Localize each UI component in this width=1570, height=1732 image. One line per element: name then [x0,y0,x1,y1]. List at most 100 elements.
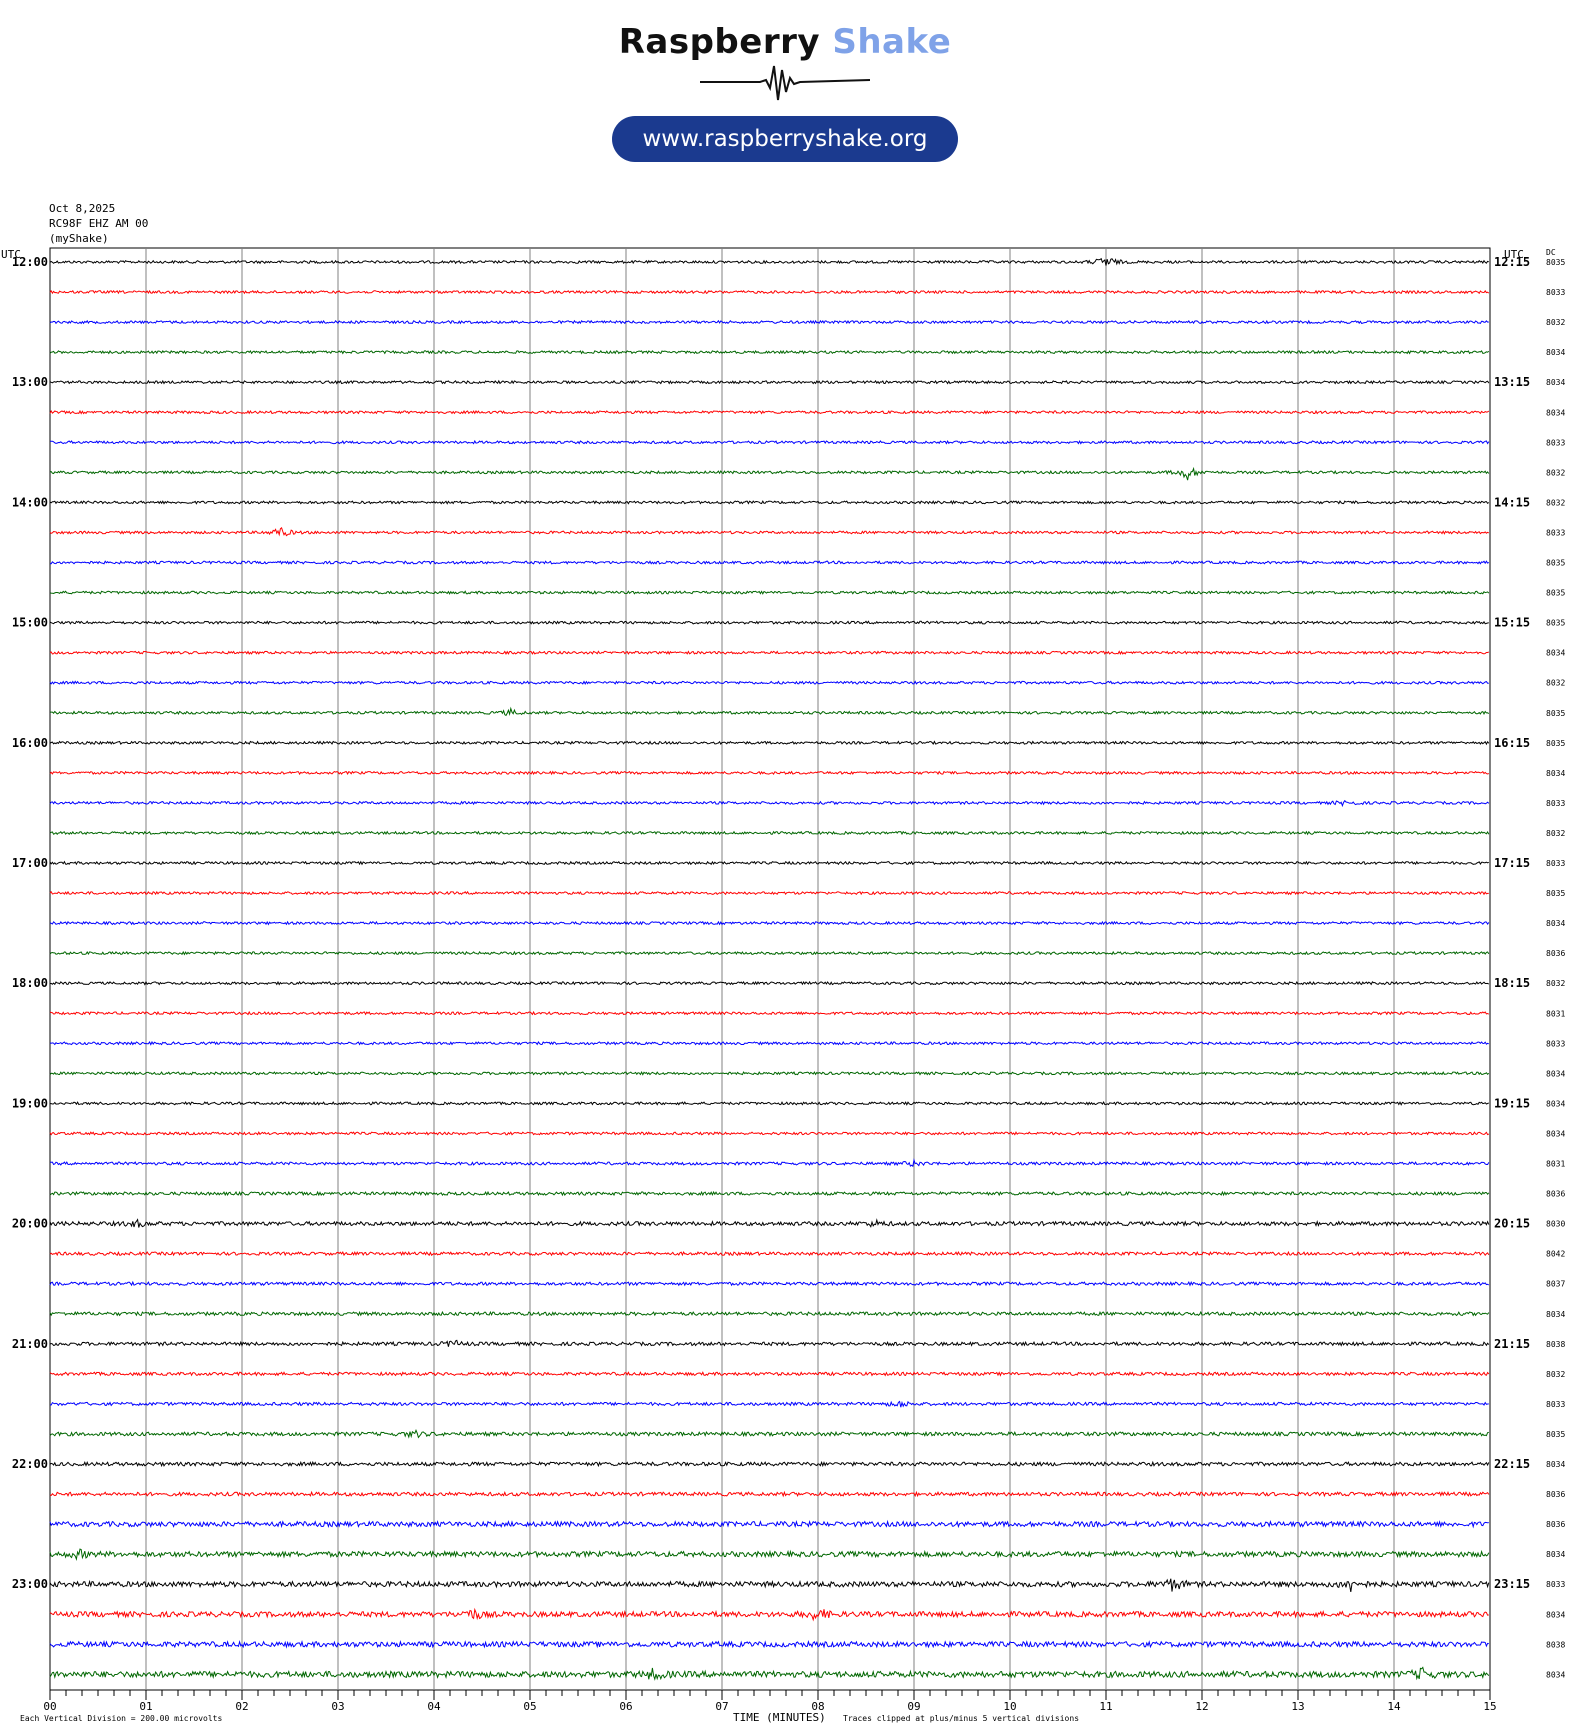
dc-value: 8030 [1546,1220,1565,1229]
right-time-label: 17:15 [1494,856,1530,870]
x-tick-label: 12 [1195,1700,1208,1713]
trace-line [49,1460,1490,1468]
dc-value: 8034 [1546,1610,1565,1619]
right-time-label: 23:15 [1494,1577,1530,1591]
dc-value: 8033 [1546,859,1565,868]
dc-value: 8033 [1546,1580,1565,1589]
website-url-badge[interactable]: www.raspberryshake.org [612,116,958,162]
x-tick-label: 15 [1483,1700,1496,1713]
dc-value: 8036 [1546,1190,1565,1199]
x-tick-label: 02 [235,1700,248,1713]
trace-line [49,1400,1489,1408]
left-axis-label: UTC [1,248,21,261]
right-axis-label: UTC [1504,248,1524,261]
dc-value: 8038 [1546,1340,1565,1349]
brand-name: Raspberry Shake [0,22,1570,62]
right-time-label: 22:15 [1494,1457,1530,1471]
dc-value: 8033 [1546,528,1565,537]
trace-line [49,1490,1490,1498]
trace-line [50,706,1490,717]
dc-value: 8033 [1546,1039,1565,1048]
trace-line [49,1428,1489,1439]
trace-line [49,799,1490,808]
right-time-label: 15:15 [1494,616,1530,630]
dc-value: 8034 [1546,1550,1565,1559]
x-tick-label: 10 [1003,1700,1016,1713]
trace-line [49,1158,1490,1168]
raspberry-shake-logo: Raspberry Shake www.raspberryshake.org [0,0,1570,180]
brand-name-part-2: Shake [832,22,952,62]
seismograph-wiggle-icon [700,65,870,101]
left-time-label: 17:00 [12,856,48,870]
trace-line [49,1218,1490,1228]
left-time-label: 15:00 [12,616,48,630]
chart-date: Oct 8,2025 [49,202,116,215]
x-tick-label: 06 [619,1700,632,1713]
dc-value: 8034 [1546,1129,1565,1138]
left-time-label: 20:00 [12,1217,48,1231]
x-tick-label: 14 [1387,1700,1401,1713]
trace-line [49,1280,1490,1287]
dc-value: 8034 [1546,919,1565,928]
trace-line [49,1310,1490,1317]
dc-value: 8034 [1546,769,1565,778]
left-time-label: 14:00 [12,495,48,509]
dc-value: 8034 [1546,378,1565,387]
x-tick-label: 11 [1099,1700,1112,1713]
trace-line [49,466,1490,481]
right-time-label: 20:15 [1494,1217,1530,1231]
trace-line [49,1190,1490,1197]
trace-line [49,770,1489,776]
trace-line [49,289,1490,295]
trace-line [49,680,1489,686]
trace-line [49,1666,1490,1681]
dc-value: 8034 [1546,348,1565,357]
trace-line [49,1040,1489,1046]
x-tick-label: 07 [715,1700,728,1713]
dc-value: 8035 [1546,739,1565,748]
dc-value: 8033 [1546,438,1565,447]
dc-value: 8038 [1546,1640,1565,1649]
right-time-label: 16:15 [1494,736,1530,750]
x-axis-label: TIME (MINUTES) [733,1711,826,1724]
dc-value: 8032 [1546,979,1565,988]
right-time-label: 12:15 [1494,255,1530,269]
trace-line [49,1548,1490,1561]
dc-value: 8034 [1546,1460,1565,1469]
trace-line [49,830,1490,836]
dc-value: 8036 [1546,1490,1565,1499]
dc-value: 8033 [1546,288,1565,297]
trace-line [49,1131,1490,1136]
dc-value: 8032 [1546,679,1565,688]
dc-value: 8034 [1546,1099,1565,1108]
dc-value: 8031 [1546,1160,1565,1169]
trace-line [49,620,1489,625]
right-time-label: 18:15 [1494,976,1530,990]
trace-line [49,1250,1490,1257]
plot-frame [49,247,1491,1691]
trace-line [49,1010,1490,1016]
station-id: RC98F EHZ AM 00 [49,217,149,230]
x-tick-label: 09 [907,1700,920,1713]
dc-value: 8035 [1546,709,1565,718]
trace-line [49,650,1489,655]
trace-line [49,950,1490,956]
left-time-label: 22:00 [12,1457,48,1471]
trace-line [49,1607,1489,1622]
right-time-label: 21:15 [1494,1337,1530,1351]
dc-value: 8032 [1546,318,1565,327]
dc-value: 8035 [1546,258,1565,267]
vertical-division-note: Each Vertical Division = 200.00 microvol… [20,1714,222,1723]
dc-value: 8032 [1546,829,1565,838]
trace-line [49,349,1490,355]
x-tick-label: 04 [427,1700,441,1713]
trace-line [49,319,1489,325]
x-tick-label: 01 [139,1700,152,1713]
x-tick-label: 05 [523,1700,536,1713]
trace-line [49,740,1490,746]
right-time-label: 13:15 [1494,375,1530,389]
left-time-label: 16:00 [12,736,48,750]
left-time-label: 21:00 [12,1337,48,1351]
trace-line [49,920,1490,926]
